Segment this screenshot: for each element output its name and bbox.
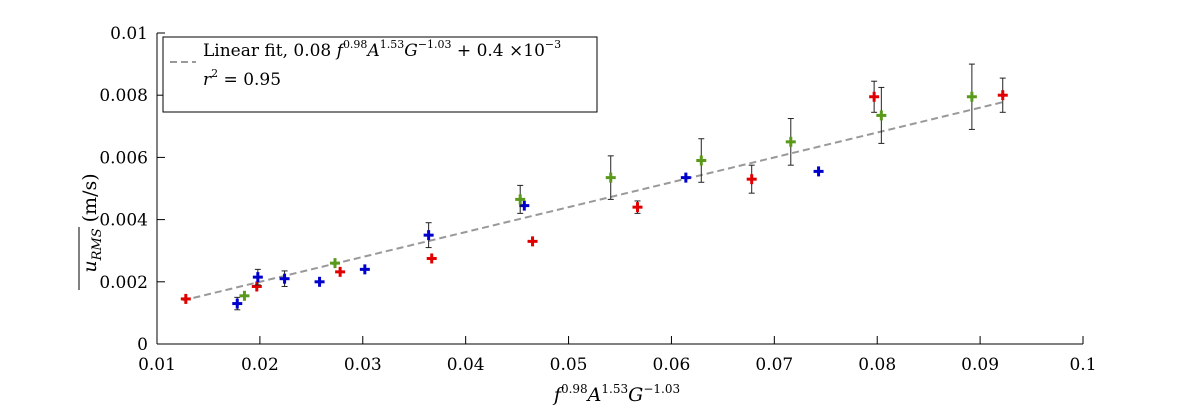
data-point-green xyxy=(239,290,250,301)
x-tick-label: 0.06 xyxy=(653,355,691,375)
data-point-blue xyxy=(359,264,370,275)
y-tick-label: 0 xyxy=(137,335,148,355)
data-point-green xyxy=(966,91,977,102)
data-point-red xyxy=(632,202,643,213)
data-points xyxy=(180,63,1008,311)
legend-box xyxy=(162,36,598,113)
legend: Linear fit, 0.08 f0.98A1.53G−1.03 + 0.4 … xyxy=(162,36,598,113)
data-point-red xyxy=(426,253,437,264)
y-axis-ticks: 0 0.002 0.004 0.006 0.008 0.01 xyxy=(99,24,165,355)
x-tick-label: 0.08 xyxy=(858,355,896,375)
data-point-red xyxy=(746,174,757,185)
data-point-green xyxy=(876,110,887,121)
legend-fit-prefix: Linear fit, 0.08 xyxy=(203,41,337,61)
data-point-blue xyxy=(813,166,824,177)
y-tick-label: 0.01 xyxy=(110,24,148,44)
y-tick-label: 0.008 xyxy=(99,86,148,106)
x-tick-label: 0.03 xyxy=(344,355,382,375)
data-point-green xyxy=(605,172,616,183)
y-axis-label: uRMS (m/s) xyxy=(78,173,105,290)
x-axis-label: f0.98A1.53G−1.03 xyxy=(552,382,680,406)
data-point-red xyxy=(335,266,346,277)
x-tick-label: 0.1 xyxy=(1069,355,1096,375)
data-point-red xyxy=(869,91,880,102)
x-tick-label: 0.09 xyxy=(961,355,999,375)
x-tick-label: 0.02 xyxy=(241,355,279,375)
legend-fit-label: Linear fit, 0.08 f0.98A1.53G−1.03 + 0.4 … xyxy=(203,38,561,61)
data-point-red xyxy=(527,236,538,247)
legend-r2-label: r2 = 0.95 xyxy=(203,67,281,90)
data-point-red xyxy=(251,281,262,292)
data-point-blue xyxy=(252,272,263,283)
x-axis-ticks: 0.01 0.02 0.03 0.04 0.05 0.06 0.07 0.08 0.09 0.1 xyxy=(138,336,1097,375)
data-point-blue xyxy=(314,276,325,287)
axes-frame xyxy=(156,33,1083,345)
y-tick-label: 0.004 xyxy=(99,211,148,231)
data-point-green xyxy=(696,155,707,166)
data-point-blue xyxy=(232,298,243,309)
data-point-blue xyxy=(519,200,530,211)
data-point-green xyxy=(785,136,796,147)
fit-line-group xyxy=(182,100,1007,302)
data-point-blue xyxy=(680,172,691,183)
x-tick-label: 0.07 xyxy=(755,355,793,375)
data-point-blue xyxy=(279,273,290,284)
x-tick-label: 0.04 xyxy=(447,355,485,375)
x-tick-label: 0.05 xyxy=(550,355,588,375)
data-point-red xyxy=(997,90,1008,101)
data-point-red xyxy=(180,293,191,304)
x-tick-label: 0.01 xyxy=(138,355,176,375)
y-tick-label: 0.002 xyxy=(99,273,148,293)
data-point-blue xyxy=(423,230,434,241)
fit-line xyxy=(182,100,1007,302)
svg-text:uRMS (m/s): uRMS (m/s) xyxy=(79,173,105,272)
y-tick-label: 0.006 xyxy=(99,148,148,168)
data-point-green xyxy=(329,258,340,269)
data-point-green xyxy=(515,194,526,205)
